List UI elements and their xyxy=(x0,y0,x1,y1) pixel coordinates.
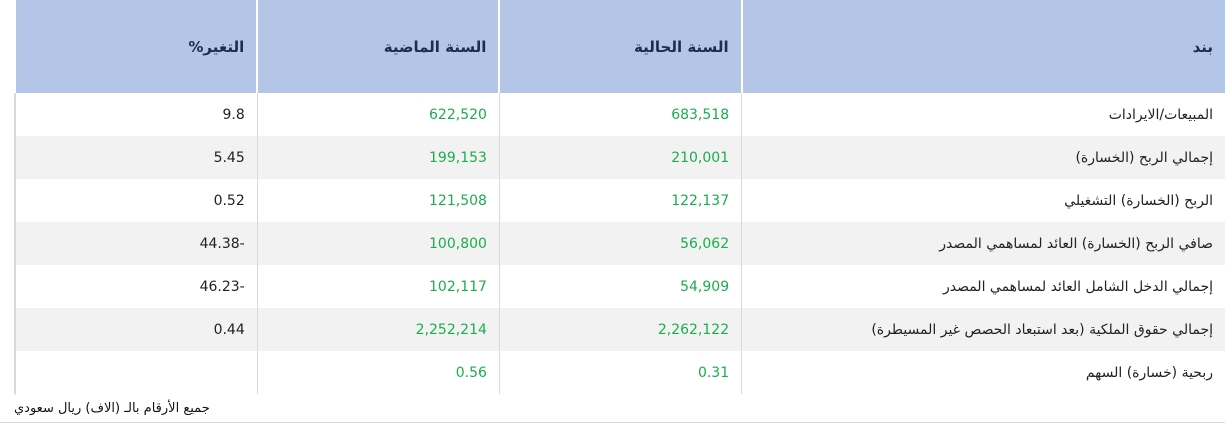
row-item-label: صافي الربح (الخسارة) العائد لمساهمي المص… xyxy=(741,222,1225,265)
table-left-border xyxy=(14,93,15,395)
previous-year-value: 102,117 xyxy=(256,265,500,308)
divider xyxy=(0,422,1225,423)
current-year-value: 683,518 xyxy=(498,93,742,136)
previous-year-value: 121,508 xyxy=(256,179,500,222)
financial-results-table-container: بند السنة الحالية السنة الماضية التغير% … xyxy=(13,0,1225,394)
previous-year-value: 100,800 xyxy=(256,222,500,265)
table-row: إجمالي الربح (الخسارة) 210,001 199,153 5.45 xyxy=(14,136,1225,179)
change-percent-value: -44.38 xyxy=(14,222,258,265)
current-year-value: 0.31 xyxy=(498,351,742,394)
header-change-percent: التغير% xyxy=(13,0,258,93)
units-note: جميع الأرقام بالـ (الاف) ريال سعودي xyxy=(14,401,210,416)
previous-year-value: 622,520 xyxy=(256,93,500,136)
header-previous-year: السنة الماضية xyxy=(256,0,500,93)
table-row: إجمالي الدخل الشامل العائد لمساهمي المصد… xyxy=(14,265,1225,308)
previous-year-value: 2,252,214 xyxy=(256,308,500,351)
current-year-value: 54,909 xyxy=(498,265,742,308)
financial-results-table: بند السنة الحالية السنة الماضية التغير% … xyxy=(13,0,1225,394)
change-percent-value: -46.23 xyxy=(14,265,258,308)
current-year-value: 2,262,122 xyxy=(498,308,742,351)
row-item-label: إجمالي حقوق الملكية (بعد استبعاد الحصص غ… xyxy=(741,308,1225,351)
header-item: بند xyxy=(740,0,1225,93)
row-item-label: إجمالي الربح (الخسارة) xyxy=(741,136,1225,179)
change-percent-value: 9.8 xyxy=(14,93,258,136)
previous-year-value: 199,153 xyxy=(256,136,500,179)
current-year-value: 122,137 xyxy=(498,179,742,222)
row-item-label: ربحية (خسارة) السهم xyxy=(741,351,1225,394)
table-row: ربحية (خسارة) السهم 0.31 0.56 xyxy=(14,351,1225,394)
previous-year-value: 0.56 xyxy=(256,351,500,394)
header-current-year: السنة الحالية xyxy=(498,0,742,93)
table-row: الربح (الخسارة) التشغيلي 122,137 121,508 0.… xyxy=(14,179,1225,222)
row-item-label: المبيعات/الايرادات xyxy=(741,93,1225,136)
change-percent-value: 0.44 xyxy=(14,308,258,351)
change-percent-value: 0.52 xyxy=(14,179,258,222)
table-row: إجمالي حقوق الملكية (بعد استبعاد الحصص غ… xyxy=(14,308,1225,351)
row-item-label: الربح (الخسارة) التشغيلي xyxy=(741,179,1225,222)
table-header-row: بند السنة الحالية السنة الماضية التغير% xyxy=(13,0,1225,93)
current-year-value: 56,062 xyxy=(498,222,742,265)
row-item-label: إجمالي الدخل الشامل العائد لمساهمي المصد… xyxy=(741,265,1225,308)
table-row: المبيعات/الايرادات 683,518 622,520 9.8 xyxy=(14,93,1225,136)
current-year-value: 210,001 xyxy=(498,136,742,179)
table-row: صافي الربح (الخسارة) العائد لمساهمي المص… xyxy=(14,222,1225,265)
change-percent-value xyxy=(14,351,258,394)
change-percent-value: 5.45 xyxy=(14,136,258,179)
